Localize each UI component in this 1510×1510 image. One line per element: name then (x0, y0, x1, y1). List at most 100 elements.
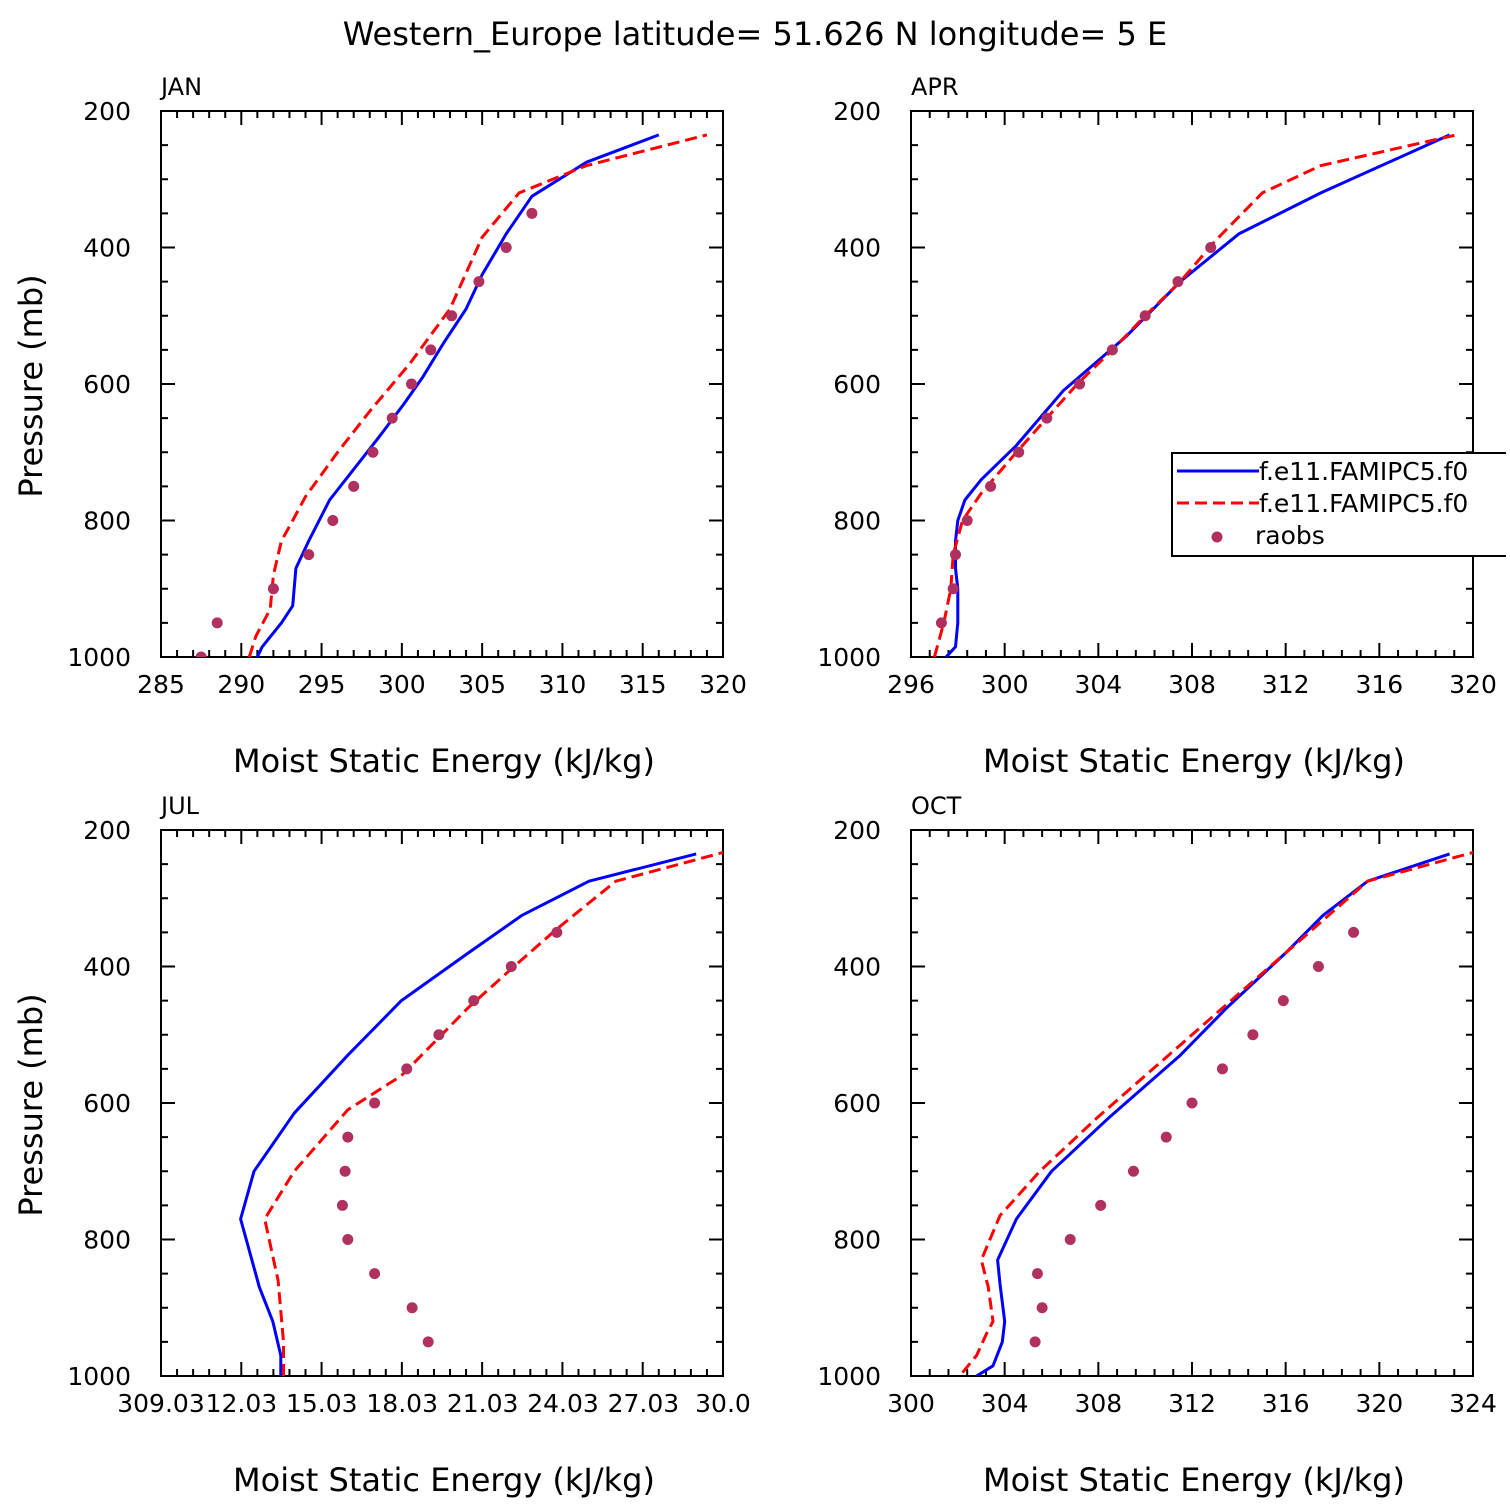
y-tick-label: 800 (833, 1226, 881, 1255)
x-tick-label: 15.03 (286, 1389, 358, 1418)
y-tick-label: 200 (83, 816, 131, 845)
x-tick-label: 285 (137, 670, 185, 699)
raobs-point (551, 926, 563, 938)
x-tick-label: 309.03 (117, 1389, 204, 1418)
legend-marker (1211, 531, 1223, 543)
raobs-point (327, 515, 339, 526)
raobs-point (985, 480, 997, 492)
raobs-point (339, 1165, 351, 1177)
y-tick-label: 1000 (67, 643, 131, 672)
panel-apr: APR 296 300 304 308 312 316 320 200 400 600 800 1000… (817, 73, 1496, 780)
raobs-point (1186, 1097, 1198, 1109)
x-axis-label: Moist Static Energy (kJ/kg) (233, 1461, 655, 1499)
raobs-point (1277, 995, 1289, 1007)
x-tick-label: 324 (1449, 1389, 1497, 1418)
legend-entry: raobs (1211, 521, 1325, 550)
x-tick-label: 316 (1355, 670, 1403, 699)
x-tick-label: 290 (217, 670, 265, 699)
x-tick-label: 308 (1074, 1389, 1122, 1418)
raobs-point (1139, 310, 1151, 322)
x-tick-label: 312 (1168, 1389, 1216, 1418)
legend-entry: f.e11.FAMIPC5.f0 (1177, 489, 1468, 518)
y-tick-label: 1000 (67, 1362, 131, 1391)
raobs-point (1031, 1268, 1043, 1280)
x-tick-label: 320 (1355, 1389, 1403, 1418)
x-tick-label: 312 (1262, 670, 1310, 699)
panel-label: OCT (911, 792, 962, 820)
panel-label: JUL (159, 792, 200, 820)
x-tick-label: 30.0 (695, 1389, 751, 1418)
x-tick-label: 12.03 (206, 1389, 278, 1418)
raobs-point (211, 617, 223, 629)
y-tick-label: 200 (83, 97, 131, 126)
raobs-point (433, 1029, 445, 1041)
x-tick-label: 304 (981, 1389, 1029, 1418)
x-axis-label: Moist Static Energy (kJ/kg) (983, 1461, 1405, 1499)
raobs-point (1348, 926, 1360, 938)
series-line-dashed (961, 851, 1473, 1374)
legend: f.e11.FAMIPC5.f0 f.e11.FAMIPC5.f0 raobs (1171, 452, 1506, 557)
panel-jul: JUL 309.03 12.03 15.03 18.03 21.03 24.03 27.03 3… (12, 792, 751, 1499)
x-tick-label: 296 (887, 670, 935, 699)
series-group (239, 851, 723, 1376)
x-tick-label: 295 (298, 670, 346, 699)
y-tick-label: 400 (83, 953, 131, 982)
y-tick-label: 200 (833, 816, 881, 845)
y-tick-label: 800 (83, 507, 131, 536)
x-tick-label: 308 (1168, 670, 1216, 699)
y-tick-label: 600 (83, 370, 131, 399)
series-line-dashed (932, 133, 1457, 657)
raobs-point (947, 583, 959, 595)
raobs-point (1036, 1302, 1048, 1314)
y-tick-label: 1000 (817, 1362, 881, 1391)
series-line-dashed (247, 133, 708, 657)
y-axis-label: Pressure (mb) (12, 993, 50, 1216)
raobs-point (1095, 1199, 1107, 1211)
y-tick-label: 800 (833, 507, 881, 536)
raobs-point (195, 651, 207, 657)
raobs-point (505, 961, 517, 972)
x-axis-label: Moist Static Energy (kJ/kg) (233, 742, 655, 780)
raobs-point (500, 242, 512, 253)
raobs-point (1064, 1234, 1076, 1245)
panels: JAN 285 290 295 300 305 310 315 320 200 400 600 800 1… (12, 73, 1497, 1499)
raobs-point (1205, 242, 1217, 253)
raobs-point (369, 1097, 381, 1109)
figure-title: Western_Europe latitude= 51.626 N longit… (343, 15, 1167, 53)
raobs-point (386, 412, 398, 424)
raobs-point (401, 1063, 413, 1075)
raobs-point (1029, 1336, 1041, 1348)
raobs-point (935, 617, 947, 629)
legend-label: f.e11.FAMIPC5.f0 (1259, 489, 1468, 518)
raobs-point (1041, 412, 1053, 424)
raobs-point (1106, 344, 1118, 356)
raobs-point (1074, 378, 1086, 390)
raobs-point (1312, 961, 1324, 972)
series-line-solid (239, 852, 697, 1376)
raobs-point (1216, 1063, 1228, 1075)
series-group (195, 133, 708, 657)
y-tick-label: 600 (83, 1089, 131, 1118)
raobs-point (446, 310, 458, 322)
x-tick-label: 310 (539, 670, 587, 699)
y-tick-label: 200 (833, 97, 881, 126)
raobs-point (1172, 276, 1184, 288)
legend-label: f.e11.FAMIPC5.f0 (1259, 457, 1468, 486)
panel-label: JAN (159, 73, 202, 101)
series-line-dashed (263, 851, 723, 1376)
series-line-solid (944, 133, 1451, 657)
x-tick-label: 316 (1262, 1389, 1310, 1418)
raobs-point (1013, 446, 1025, 458)
raobs-point (406, 1302, 418, 1314)
y-tick-label: 400 (833, 953, 881, 982)
panel-oct: OCT 300 304 308 312 316 320 324 200 400 600 800 1000… (817, 792, 1496, 1499)
raobs-point (303, 549, 315, 561)
raobs-point (425, 344, 437, 356)
x-tick-label: 305 (458, 670, 506, 699)
raobs-point (473, 276, 485, 288)
legend-entry: f.e11.FAMIPC5.f0 (1177, 457, 1468, 486)
raobs-point (422, 1336, 434, 1348)
y-tick-label: 600 (833, 1089, 881, 1118)
x-tick-label: 320 (1449, 670, 1497, 699)
